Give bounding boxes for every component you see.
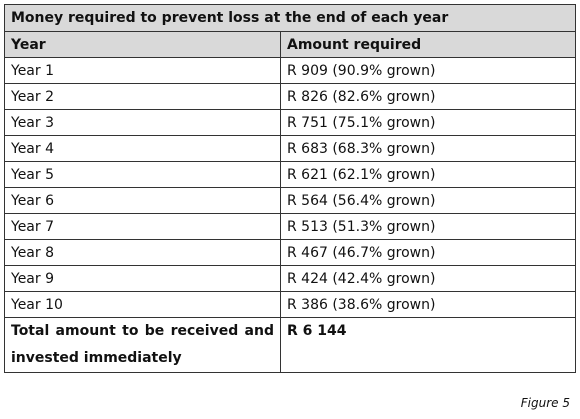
year-cell: Year 7 (4, 213, 281, 240)
column-header: Year (4, 31, 281, 58)
year-cell: Year 10 (4, 291, 281, 318)
year-cell: Year 1 (4, 57, 281, 84)
year-cell: Year 2 (4, 83, 281, 110)
total-label: Total amount to be received and invested… (4, 317, 281, 373)
year-cell: Year 3 (4, 109, 281, 136)
amount-cell: R 909 (90.9% grown) (280, 57, 576, 84)
amount-cell: R 424 (42.4% grown) (280, 265, 576, 292)
amount-cell: R 467 (46.7% grown) (280, 239, 576, 266)
table-title: Money required to prevent loss at the en… (4, 4, 576, 32)
amount-cell: R 513 (51.3% grown) (280, 213, 576, 240)
amount-cell: R 683 (68.3% grown) (280, 135, 576, 162)
header-row: Year Amount required (4, 31, 576, 58)
amount-cell: R 621 (62.1% grown) (280, 161, 576, 188)
year-cell: Year 9 (4, 265, 281, 292)
year-cell: Year 6 (4, 187, 281, 214)
column-header: Amount required (280, 31, 576, 58)
year-cell: Year 5 (4, 161, 281, 188)
amount-cell: R 386 (38.6% grown) (280, 291, 576, 318)
year-cell: Year 4 (4, 135, 281, 162)
amount-cell: R 826 (82.6% grown) (280, 83, 576, 110)
figure-caption: Figure 5 (520, 396, 570, 410)
loss-table: Money required to prevent loss at the en… (4, 4, 576, 373)
data-row: Year 10 R 386 (38.6% grown) (4, 291, 576, 318)
amount-cell: R 751 (75.1% grown) (280, 109, 576, 136)
total-row: Total amount to be received and invested… (4, 317, 576, 373)
title-row: Money required to prevent loss at the en… (4, 4, 576, 32)
amount-cell: R 564 (56.4% grown) (280, 187, 576, 214)
total-amount: R 6 144 (280, 317, 576, 373)
year-cell: Year 8 (4, 239, 281, 266)
